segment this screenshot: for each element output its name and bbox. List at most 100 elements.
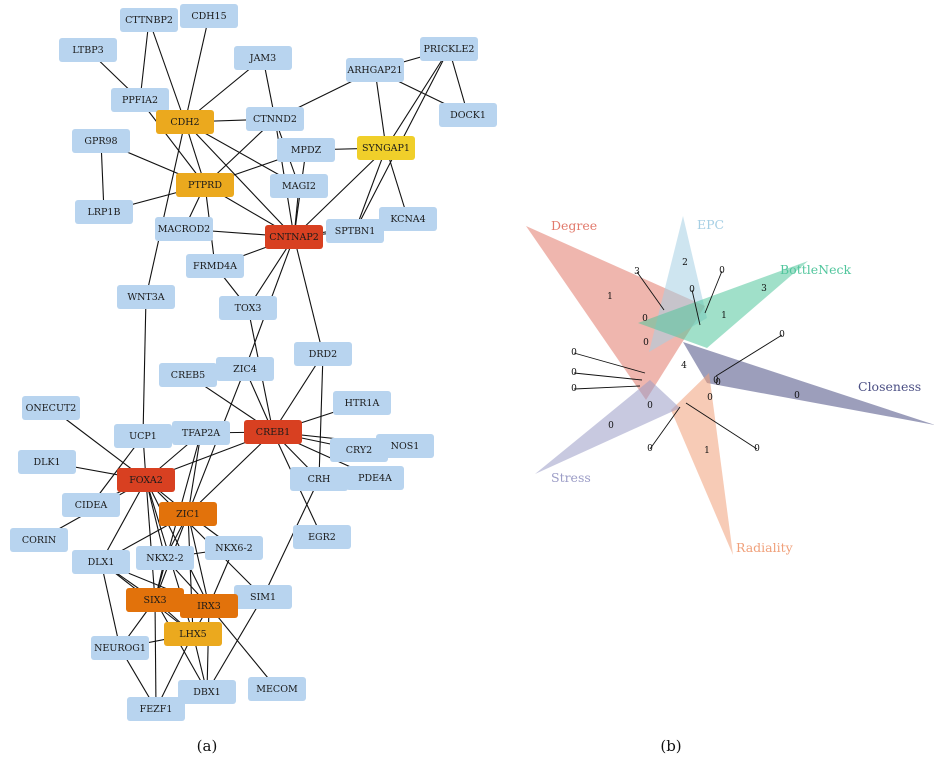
node-label: SIX3 [143, 595, 166, 606]
node-label: SYNGAP1 [362, 143, 410, 154]
region-count: 1 [721, 311, 727, 321]
node-box [346, 58, 404, 82]
edge-foxa2-dlx1 [100, 479, 147, 563]
leader-line [636, 271, 665, 311]
edge-foxa2-irx3 [145, 479, 210, 607]
region-count: 0 [571, 368, 577, 378]
node-label: PTPRD [188, 180, 222, 191]
node-label: CDH15 [191, 11, 226, 22]
node-zic4: ZIC4 [216, 357, 274, 381]
region-count: 3 [761, 284, 767, 294]
node-crh: CRH [290, 467, 348, 491]
node-label: WNT3A [127, 292, 164, 303]
node-label: CTNND2 [253, 114, 297, 125]
venn-petals [526, 216, 934, 555]
node-label: FOXA2 [129, 475, 163, 486]
node-box [439, 103, 497, 127]
edge-sim1-crh [262, 478, 320, 598]
node-label: NEUROG1 [94, 643, 146, 654]
set-label-bottleneck: BottleNeck [780, 262, 851, 277]
node-box [216, 357, 274, 381]
node-cry2: CRY2 [330, 438, 388, 462]
region-count: 0 [779, 330, 785, 340]
node-sptbn1: SPTBN1 [326, 219, 384, 243]
edge-cdh2-wnt3a [145, 121, 186, 298]
edge-cdh15-cdh2 [184, 15, 210, 123]
node-box [114, 424, 172, 448]
node-lhx5: LHX5 [164, 622, 222, 646]
petal-closeness [683, 342, 934, 425]
node-label: JAM3 [249, 53, 276, 64]
node-nos1: NOS1 [376, 434, 434, 458]
node-label: LTBP3 [72, 45, 103, 56]
edge-foxa2-sim1 [145, 479, 264, 598]
node-label: ZIC4 [233, 364, 257, 375]
node-box [155, 217, 213, 241]
node-cdh15: CDH15 [180, 4, 238, 28]
node-kcna4: KCNA4 [379, 207, 437, 231]
node-prickle2: PRICKLE2 [420, 37, 478, 61]
node-box [180, 4, 238, 28]
node-dbx1: DBX1 [178, 680, 236, 704]
region-count: 0 [571, 384, 577, 394]
region-count: 0 [647, 444, 653, 454]
region-count: 0 [642, 314, 648, 324]
node-jam3: JAM3 [234, 46, 292, 70]
node-sim1: SIM1 [234, 585, 292, 609]
node-label: DLK1 [33, 457, 60, 468]
edge-cttnbp2-ppfia2 [139, 19, 150, 101]
node-box [244, 420, 302, 444]
node-six3: SIX3 [126, 588, 184, 612]
node-label: KCNA4 [390, 214, 425, 225]
edge-lhx5-fezf1 [155, 633, 194, 710]
node-ctnnd2: CTNND2 [246, 107, 304, 131]
node-box [120, 8, 178, 32]
network-nodes: CTTNBP2 CDH15 LTBP3 JAM3 PRICKLE2 ARHGAP21 PPF… [10, 4, 497, 721]
node-box [91, 636, 149, 660]
node-creb5: CREB5 [159, 363, 217, 387]
node-mecom: MECOM [248, 677, 306, 701]
edge-cdh2-cntnap2 [184, 121, 295, 238]
node-tfap2a: TFAP2A [172, 421, 230, 445]
node-box [59, 38, 117, 62]
leader-line [573, 352, 646, 374]
node-box [127, 697, 185, 721]
leader-line [715, 334, 783, 377]
node-label: UCP1 [129, 431, 157, 442]
node-box [72, 550, 130, 574]
set-label-degree: Degree [551, 218, 597, 233]
node-foxa2: FOXA2 [117, 468, 175, 492]
node-label: MECOM [256, 684, 298, 695]
region-count: 0 [643, 338, 649, 348]
region-count: 1 [704, 446, 710, 456]
node-cidea: CIDEA [62, 493, 120, 517]
set-label-radiality: Radiality [736, 540, 794, 555]
node-label: SPTBN1 [335, 226, 376, 237]
node-label: PRICKLE2 [424, 44, 475, 55]
node-nkx6-2: NKX6-2 [205, 536, 263, 560]
node-box [62, 493, 120, 517]
edge-irx3-dbx1 [206, 605, 210, 693]
node-label: DLX1 [88, 557, 115, 568]
edge-creb1-zic1 [187, 431, 274, 515]
node-frmd4a: FRMD4A [186, 254, 244, 278]
region-count: 1 [607, 292, 613, 302]
edge-arhgap21-syngap1 [374, 69, 387, 149]
node-egr2: EGR2 [293, 525, 351, 549]
leader-line [573, 372, 643, 381]
node-syngap1: SYNGAP1 [357, 136, 415, 160]
region-count: 2 [682, 258, 688, 268]
node-box [326, 219, 384, 243]
node-label: MAGI2 [282, 181, 316, 192]
node-fezf1: FEZF1 [127, 697, 185, 721]
node-box [290, 467, 348, 491]
leader-line [691, 289, 701, 326]
node-label: ARHGAP21 [346, 65, 402, 76]
node-box [180, 594, 238, 618]
edge-cntnap2-drd2 [293, 236, 324, 355]
set-label-stress: Stress [551, 470, 591, 485]
edge-syngap1-cntnap2 [293, 147, 387, 238]
node-box [293, 525, 351, 549]
region-count: 0 [647, 401, 653, 411]
